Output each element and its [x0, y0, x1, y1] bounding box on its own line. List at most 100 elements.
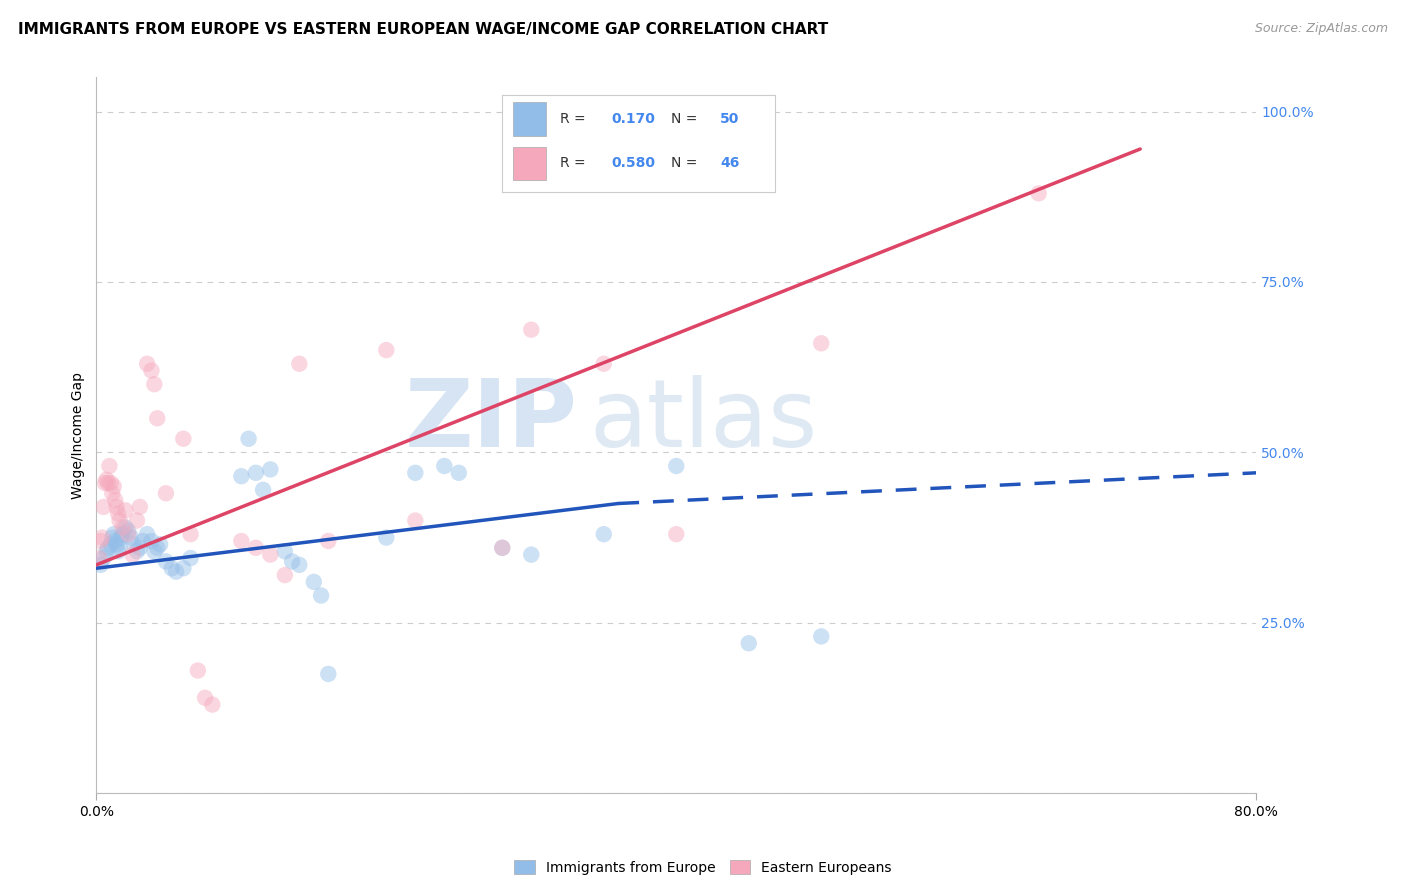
Point — [160, 561, 183, 575]
Point — [101, 531, 124, 545]
Point — [433, 458, 456, 473]
Point — [90, 533, 112, 548]
Point — [318, 533, 340, 548]
Point — [108, 514, 131, 528]
Point — [1028, 186, 1050, 201]
Point — [97, 476, 120, 491]
Point — [259, 462, 281, 476]
Point — [128, 541, 150, 555]
Point — [375, 343, 398, 358]
Point — [155, 554, 177, 568]
Point — [93, 551, 115, 566]
Point — [172, 561, 194, 575]
Point — [447, 466, 470, 480]
Point — [810, 629, 832, 643]
Point — [259, 548, 281, 562]
Point — [245, 541, 267, 555]
Point — [121, 548, 143, 562]
Point — [117, 527, 139, 541]
Point — [665, 527, 688, 541]
Point — [146, 541, 169, 555]
Point — [111, 520, 134, 534]
Point — [165, 565, 187, 579]
Point — [281, 554, 304, 568]
Point — [96, 473, 118, 487]
Text: Source: ZipAtlas.com: Source: ZipAtlas.com — [1254, 22, 1388, 36]
Point — [155, 486, 177, 500]
Point — [96, 544, 118, 558]
Point — [149, 537, 172, 551]
Point — [141, 533, 163, 548]
Point — [252, 483, 274, 497]
Point — [404, 466, 426, 480]
Point — [114, 503, 136, 517]
Point — [274, 544, 297, 558]
Point — [231, 533, 253, 548]
Point — [104, 533, 127, 548]
Text: ZIP: ZIP — [405, 375, 578, 467]
Point — [89, 551, 111, 566]
Point — [107, 507, 129, 521]
Point — [141, 363, 163, 377]
Point — [103, 479, 125, 493]
Point — [93, 500, 115, 514]
Point — [194, 690, 217, 705]
Point — [143, 544, 166, 558]
Point — [520, 323, 543, 337]
Point — [201, 698, 224, 712]
Point — [122, 537, 145, 551]
Point — [100, 537, 122, 551]
Point — [104, 493, 127, 508]
Point — [100, 476, 122, 491]
Legend: Immigrants from Europe, Eastern Europeans: Immigrants from Europe, Eastern European… — [509, 855, 897, 880]
Point — [103, 527, 125, 541]
Point — [318, 667, 340, 681]
Point — [810, 336, 832, 351]
Point — [288, 558, 311, 572]
Point — [288, 357, 311, 371]
Point — [128, 500, 150, 514]
Point — [136, 357, 159, 371]
Point — [665, 458, 688, 473]
Y-axis label: Wage/Income Gap: Wage/Income Gap — [72, 372, 86, 499]
Point — [309, 589, 332, 603]
Point — [108, 541, 131, 555]
Point — [520, 548, 543, 562]
Point — [105, 537, 128, 551]
Point — [120, 531, 142, 545]
Point — [491, 541, 513, 555]
Point — [738, 636, 761, 650]
Point — [592, 527, 614, 541]
Point — [132, 533, 155, 548]
Point — [180, 551, 202, 566]
Point — [97, 541, 120, 555]
Point — [117, 524, 139, 538]
Point — [114, 520, 136, 534]
Point — [125, 544, 148, 558]
Point — [245, 466, 267, 480]
Point — [101, 486, 124, 500]
Text: IMMIGRANTS FROM EUROPE VS EASTERN EUROPEAN WAGE/INCOME GAP CORRELATION CHART: IMMIGRANTS FROM EUROPE VS EASTERN EUROPE… — [18, 22, 828, 37]
Point — [180, 527, 202, 541]
Point — [90, 558, 112, 572]
Point — [404, 514, 426, 528]
Point — [143, 377, 166, 392]
Point — [302, 574, 325, 589]
Point — [231, 469, 253, 483]
Point — [107, 544, 129, 558]
Point — [238, 432, 260, 446]
Point — [375, 531, 398, 545]
Point — [105, 500, 128, 514]
Point — [592, 357, 614, 371]
Point — [146, 411, 169, 425]
Point — [91, 531, 114, 545]
Point — [136, 527, 159, 541]
Point — [274, 568, 297, 582]
Point — [491, 541, 513, 555]
Point — [110, 531, 132, 545]
Point — [172, 432, 194, 446]
Point — [94, 476, 117, 491]
Point — [187, 664, 209, 678]
Point — [111, 527, 134, 541]
Text: atlas: atlas — [589, 375, 817, 467]
